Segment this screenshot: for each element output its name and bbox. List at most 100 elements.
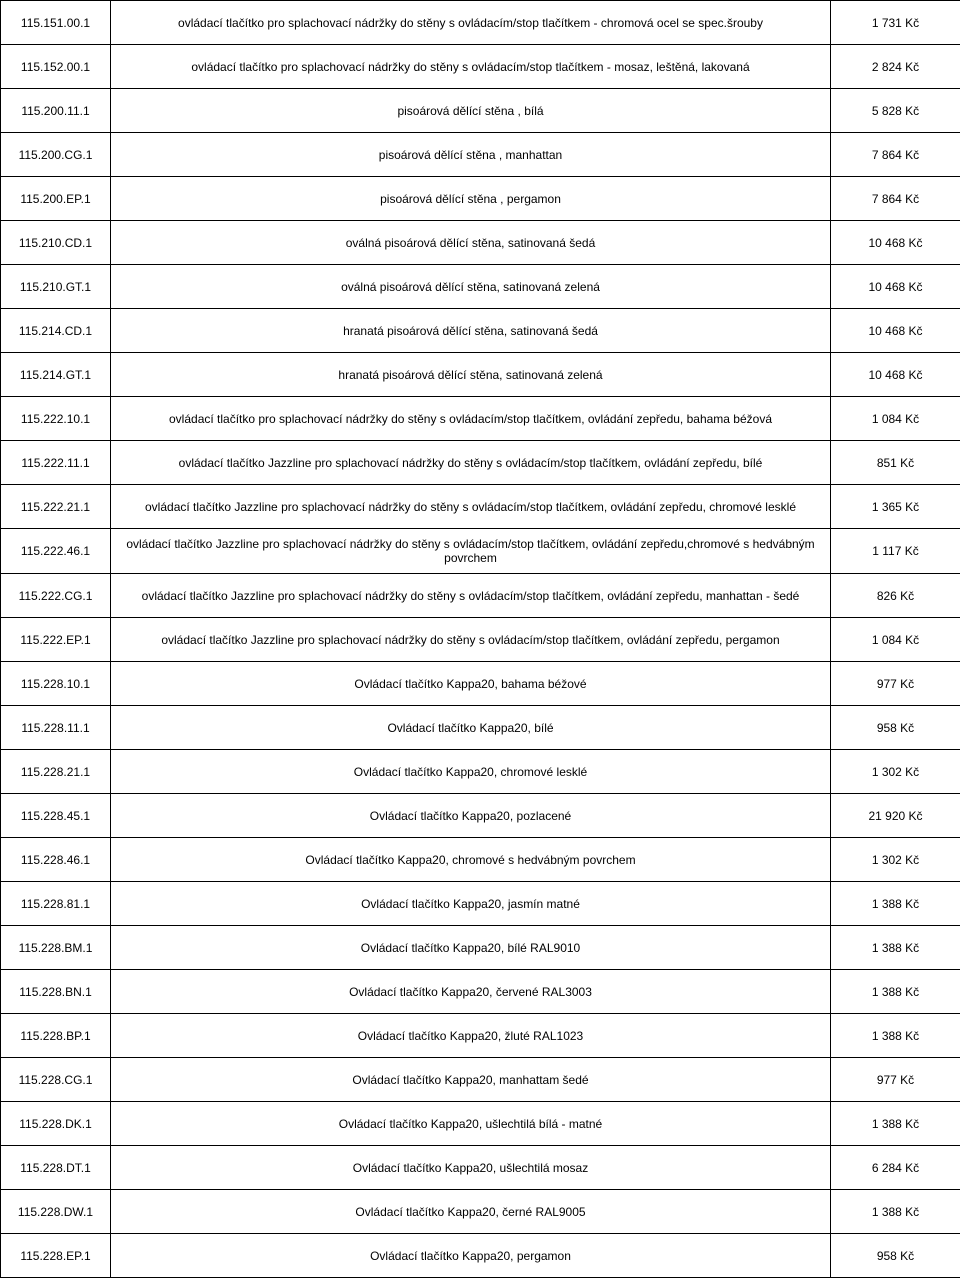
product-description: Ovládací tlačítko Kappa20, manhattam šed… bbox=[111, 1058, 831, 1102]
table-row: 115.228.EP.1Ovládací tlačítko Kappa20, p… bbox=[1, 1234, 960, 1278]
product-price: 826 Kč bbox=[831, 574, 960, 618]
table-row: 115.222.CG.1ovládací tlačítko Jazzline p… bbox=[1, 574, 960, 618]
product-code: 115.210.CD.1 bbox=[1, 221, 111, 265]
table-row: 115.210.GT.1oválná pisoárová dělící stěn… bbox=[1, 265, 960, 309]
product-price: 6 284 Kč bbox=[831, 1146, 960, 1190]
table-row: 115.200.11.1pisoárová dělící stěna , bíl… bbox=[1, 89, 960, 133]
product-description: pisoárová dělící stěna , bílá bbox=[111, 89, 831, 133]
product-price: 1 365 Kč bbox=[831, 485, 960, 529]
product-description: Ovládací tlačítko Kappa20, chromové lesk… bbox=[111, 750, 831, 794]
product-price: 1 388 Kč bbox=[831, 970, 960, 1014]
table-row: 115.228.21.1Ovládací tlačítko Kappa20, c… bbox=[1, 750, 960, 794]
product-code: 115.222.CG.1 bbox=[1, 574, 111, 618]
product-code: 115.214.CD.1 bbox=[1, 309, 111, 353]
product-price: 10 468 Kč bbox=[831, 221, 960, 265]
product-description: ovládací tlačítko Jazzline pro splachova… bbox=[111, 485, 831, 529]
product-description: ovládací tlačítko Jazzline pro splachova… bbox=[111, 618, 831, 662]
table-row: 115.222.46.1ovládací tlačítko Jazzline p… bbox=[1, 529, 960, 574]
table-row: 115.222.EP.1ovládací tlačítko Jazzline p… bbox=[1, 618, 960, 662]
table-row: 115.214.CD.1hranatá pisoárová dělící stě… bbox=[1, 309, 960, 353]
table-row: 115.228.CG.1Ovládací tlačítko Kappa20, m… bbox=[1, 1058, 960, 1102]
product-price: 958 Kč bbox=[831, 706, 960, 750]
product-price: 5 828 Kč bbox=[831, 89, 960, 133]
table-row: 115.228.DK.1Ovládací tlačítko Kappa20, u… bbox=[1, 1102, 960, 1146]
product-code: 115.228.EP.1 bbox=[1, 1234, 111, 1278]
product-price: 1 117 Kč bbox=[831, 529, 960, 574]
price-table-body: 115.151.00.1 ovládací tlačítko pro splach… bbox=[1, 1, 960, 1278]
product-price: 1 388 Kč bbox=[831, 1190, 960, 1234]
table-row: 115.228.BN.1Ovládací tlačítko Kappa20, č… bbox=[1, 970, 960, 1014]
table-row: 115.228.46.1Ovládací tlačítko Kappa20, c… bbox=[1, 838, 960, 882]
product-price: 1 388 Kč bbox=[831, 882, 960, 926]
table-row: 115.228.45.1Ovládací tlačítko Kappa20, p… bbox=[1, 794, 960, 838]
product-code: 115.210.GT.1 bbox=[1, 265, 111, 309]
product-description: hranatá pisoárová dělící stěna, satinova… bbox=[111, 353, 831, 397]
product-price: 10 468 Kč bbox=[831, 353, 960, 397]
product-description: Ovládací tlačítko Kappa20, ušlechtilá bí… bbox=[111, 1102, 831, 1146]
product-code: 115.228.BP.1 bbox=[1, 1014, 111, 1058]
table-row: 115.228.DW.1Ovládací tlačítko Kappa20, č… bbox=[1, 1190, 960, 1234]
product-code: 115.228.46.1 bbox=[1, 838, 111, 882]
product-code: 115.214.GT.1 bbox=[1, 353, 111, 397]
table-row: 115.152.00.1ovládací tlačítko pro splach… bbox=[1, 45, 960, 89]
product-code: 115.228.21.1 bbox=[1, 750, 111, 794]
product-price: 10 468 Kč bbox=[831, 265, 960, 309]
table-row: 115.228.81.1Ovládací tlačítko Kappa20, j… bbox=[1, 882, 960, 926]
table-row: 115.228.BM.1Ovládací tlačítko Kappa20, b… bbox=[1, 926, 960, 970]
product-price: 977 Kč bbox=[831, 1058, 960, 1102]
table-row: 115.210.CD.1oválná pisoárová dělící stěn… bbox=[1, 221, 960, 265]
product-description: Ovládací tlačítko Kappa20, chromové s he… bbox=[111, 838, 831, 882]
product-code: 115.228.DK.1 bbox=[1, 1102, 111, 1146]
product-code: 115.228.45.1 bbox=[1, 794, 111, 838]
product-price: 1 388 Kč bbox=[831, 1102, 960, 1146]
product-price: 7 864 Kč bbox=[831, 177, 960, 221]
product-code: 115.228.DT.1 bbox=[1, 1146, 111, 1190]
table-row: 115.222.21.1ovládací tlačítko Jazzline p… bbox=[1, 485, 960, 529]
product-price: 1 302 Kč bbox=[831, 750, 960, 794]
product-price: 1 731 Kč bbox=[831, 1, 960, 45]
product-price: 21 920 Kč bbox=[831, 794, 960, 838]
product-description: ovládací tlačítko pro splachovací nádržk… bbox=[111, 397, 831, 441]
product-price: 2 824 Kč bbox=[831, 45, 960, 89]
product-price: 1 388 Kč bbox=[831, 926, 960, 970]
product-description: Ovládací tlačítko Kappa20, ušlechtilá mo… bbox=[111, 1146, 831, 1190]
product-description: ovládací tlačítko Jazzline pro splachova… bbox=[111, 529, 831, 574]
product-price: 10 468 Kč bbox=[831, 309, 960, 353]
product-code: 115.228.11.1 bbox=[1, 706, 111, 750]
product-code: 115.222.21.1 bbox=[1, 485, 111, 529]
product-price: 977 Kč bbox=[831, 662, 960, 706]
product-code: 115.228.CG.1 bbox=[1, 1058, 111, 1102]
product-code: 115.228.81.1 bbox=[1, 882, 111, 926]
product-code: 115.200.CG.1 bbox=[1, 133, 111, 177]
product-description: hranatá pisoárová dělící stěna, satinova… bbox=[111, 309, 831, 353]
product-code: 115.222.46.1 bbox=[1, 529, 111, 574]
table-row: 115.200.EP.1pisoárová dělící stěna , per… bbox=[1, 177, 960, 221]
product-code: 115.152.00.1 bbox=[1, 45, 111, 89]
product-description: Ovládací tlačítko Kappa20, bahama béžové bbox=[111, 662, 831, 706]
product-description: oválná pisoárová dělící stěna, satinovan… bbox=[111, 221, 831, 265]
table-row: 115.151.00.1ovládací tlačítko pro splach… bbox=[1, 1, 960, 45]
table-row: 115.228.10.1Ovládací tlačítko Kappa20, b… bbox=[1, 662, 960, 706]
product-description: Ovládací tlačítko Kappa20, pozlacené bbox=[111, 794, 831, 838]
product-description: Ovládací tlačítko Kappa20, bílé RAL9010 bbox=[111, 926, 831, 970]
product-description: Ovládací tlačítko Kappa20, žluté RAL1023 bbox=[111, 1014, 831, 1058]
product-description: Ovládací tlačítko Kappa20, pergamon bbox=[111, 1234, 831, 1278]
product-description: pisoárová dělící stěna , pergamon bbox=[111, 177, 831, 221]
product-description: Ovládací tlačítko Kappa20, červené RAL30… bbox=[111, 970, 831, 1014]
product-price: 851 Kč bbox=[831, 441, 960, 485]
product-code: 115.228.DW.1 bbox=[1, 1190, 111, 1234]
product-code: 115.228.BN.1 bbox=[1, 970, 111, 1014]
product-price: 1 084 Kč bbox=[831, 397, 960, 441]
product-code: 115.151.00.1 bbox=[1, 1, 111, 45]
table-row: 115.228.BP.1Ovládací tlačítko Kappa20, ž… bbox=[1, 1014, 960, 1058]
table-row: 115.222.11.1ovládací tlačítko Jazzline p… bbox=[1, 441, 960, 485]
product-description: Ovládací tlačítko Kappa20, jasmín matné bbox=[111, 882, 831, 926]
product-code: 115.200.EP.1 bbox=[1, 177, 111, 221]
product-price: 1 388 Kč bbox=[831, 1014, 960, 1058]
product-description: oválná pisoárová dělící stěna, satinovan… bbox=[111, 265, 831, 309]
table-row: 115.228.DT.1Ovládací tlačítko Kappa20, u… bbox=[1, 1146, 960, 1190]
product-price: 7 864 Kč bbox=[831, 133, 960, 177]
table-row: 115.214.GT.1hranatá pisoárová dělící stě… bbox=[1, 353, 960, 397]
product-description: pisoárová dělící stěna , manhattan bbox=[111, 133, 831, 177]
product-code: 115.222.10.1 bbox=[1, 397, 111, 441]
